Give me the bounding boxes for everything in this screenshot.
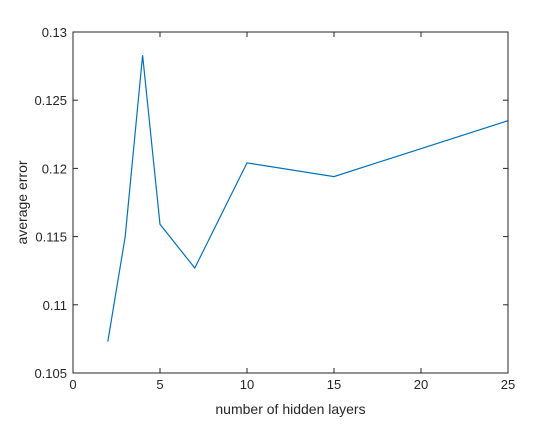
x-tick-label: 10 [240, 377, 254, 392]
y-tick-label: 0.11 [43, 298, 67, 313]
y-tick-label: 0.125 [34, 93, 67, 108]
y-axis-label: average error [14, 160, 30, 244]
x-axis-label: number of hidden layers [215, 401, 365, 417]
y-tick-label: 0.13 [42, 25, 67, 40]
y-tick-label: 0.115 [35, 230, 67, 245]
x-tick-label: 5 [156, 377, 163, 392]
plot-area [73, 32, 508, 373]
y-tick-label: 0.12 [42, 161, 67, 176]
y-tick-label: 0.105 [34, 366, 67, 381]
x-tick-label: 15 [327, 377, 341, 392]
x-tick-label: 20 [414, 377, 428, 392]
x-tick-label: 25 [501, 377, 515, 392]
x-tick-label: 0 [69, 377, 76, 392]
